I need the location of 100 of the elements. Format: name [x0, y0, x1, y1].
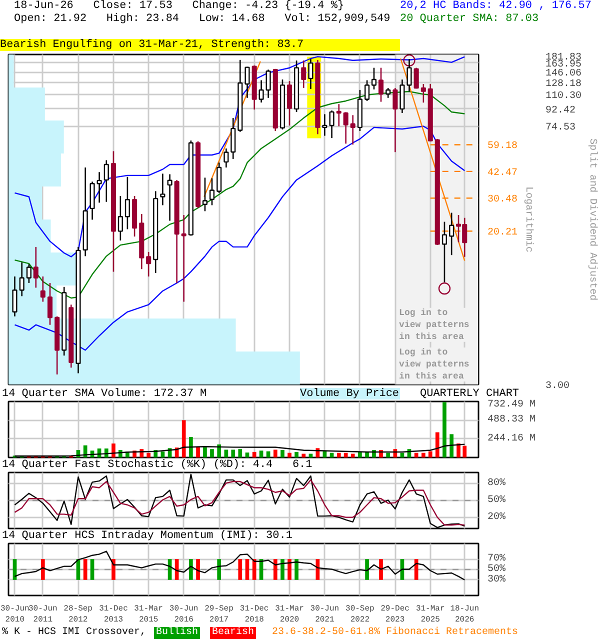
candlestick	[371, 67, 377, 90]
bar	[336, 452, 341, 458]
candlestick	[414, 67, 419, 90]
bar	[217, 444, 222, 458]
text: Bearish Engulfing on 31-Mar-21, Strength: 83.7	[0, 39, 400, 51]
y-tick-label: 244.16 M	[488, 433, 536, 444]
y-tick-label: 70%	[488, 554, 506, 565]
candlestick	[118, 195, 123, 242]
x-tick-label: 31-Mar 2025	[416, 604, 445, 624]
bar	[358, 452, 362, 458]
candlestick	[216, 162, 222, 194]
y-tick-label: 50%	[488, 495, 506, 506]
candlestick	[104, 160, 109, 202]
x-tick-label: 18-Jun 2026	[450, 604, 480, 624]
candlestick	[329, 110, 334, 139]
x-tick-label: 30-Jun 2021	[310, 604, 340, 624]
y-tick-label: 110.30	[546, 91, 582, 102]
bar	[224, 450, 228, 458]
text: 20 Quarter SMA: 87.03	[400, 13, 539, 25]
candlestick	[343, 112, 348, 144]
bar	[302, 454, 306, 458]
candlestick	[301, 60, 306, 89]
candlestick	[449, 212, 454, 256]
chart-title: 14 Quarter HCS Intraday Momentum (IMI): 30.1	[2, 530, 292, 542]
bar	[450, 434, 454, 458]
chart-title: 14 Quarter SMA Volume: 172.37 M	[2, 388, 207, 400]
bar	[428, 451, 432, 458]
bar	[421, 452, 426, 458]
candlestick	[364, 80, 370, 102]
text: Logarithmic	[522, 186, 535, 253]
text: Bearish	[210, 627, 256, 639]
bar	[231, 450, 236, 458]
candlestick	[350, 114, 356, 146]
candlestick	[181, 214, 186, 302]
candlestick	[442, 221, 448, 283]
bar	[238, 449, 242, 458]
x-tick-label: 30-Jun 2011	[28, 604, 58, 624]
bar	[189, 437, 193, 458]
bar	[112, 444, 116, 458]
candlestick	[167, 174, 172, 222]
y-tick-label: 50%	[488, 564, 506, 575]
ref-line-label: 42.47	[488, 168, 518, 179]
bar	[350, 454, 355, 458]
candlestick	[26, 264, 32, 284]
candlestick	[420, 83, 426, 104]
y-tick-label: 92.42	[546, 105, 576, 116]
x-tick-label: 29-Dec 2023	[380, 604, 410, 624]
candlestick	[244, 66, 250, 99]
candlestick	[400, 78, 405, 114]
x-tick-label: 31-Dec 2018	[240, 604, 269, 624]
y-tick-label: 20%	[488, 512, 506, 523]
ref-line-label: 30.48	[488, 194, 518, 206]
bar	[442, 402, 446, 458]
bar	[294, 452, 298, 458]
text: Bullish	[154, 627, 200, 639]
chart-subtitle: Open: 21.92 High: 23.84 Low: 14.68 Vol: 152,909,549	[14, 13, 390, 25]
bar	[196, 447, 200, 458]
bar	[280, 450, 284, 458]
candlestick	[230, 117, 236, 160]
line-series	[14, 550, 466, 580]
candlestick	[224, 148, 229, 168]
candlestick	[378, 67, 384, 102]
y-tick-label: 732.49 M	[488, 400, 536, 410]
candlestick	[40, 276, 46, 302]
text: 20,2 HC Bands: 42.90 , 176.57	[400, 0, 592, 12]
annotation: Log in to view patterns in this area	[399, 308, 470, 342]
candlestick	[124, 176, 130, 230]
candlestick	[392, 87, 398, 153]
bar	[456, 444, 460, 458]
bar	[203, 447, 207, 458]
x-tick-label: 31-Mar 2020	[275, 604, 304, 624]
candlestick	[308, 58, 314, 90]
bar	[288, 452, 292, 458]
y-tick-label: 128.18	[546, 79, 582, 90]
band-label: Log in to view patterns in this area	[399, 348, 470, 382]
candlestick	[322, 114, 328, 136]
bar	[252, 452, 256, 458]
x-tick-label: 30-Jun 2010	[0, 604, 30, 624]
ref-line-label: 20.21	[488, 228, 518, 239]
chart-title: 14 Quarter Fast Stochastic (%K) (%D): 4.4 6.1	[2, 459, 312, 471]
candlestick	[202, 177, 208, 212]
y-tick-label: 3.00	[546, 381, 570, 392]
bar	[435, 432, 440, 458]
bar	[245, 452, 250, 458]
bar	[146, 452, 151, 458]
y-axis-title: Split and Dividend Adjusted	[586, 138, 599, 301]
candlestick	[160, 173, 166, 206]
candlestick	[386, 87, 391, 99]
x-tick-label: 31-Mar 2015	[134, 604, 164, 624]
chart-title: 18-Jun-26 Close: 17.53 Change: -4.23 {-19.4 %}	[14, 0, 344, 12]
bar	[210, 449, 214, 458]
candlestick	[336, 103, 342, 127]
candlestick	[146, 251, 152, 278]
bar	[462, 446, 467, 458]
candlestick	[266, 69, 271, 99]
text: 23.6-38.2-50-61.8% Fibonacci Retracements	[272, 627, 518, 639]
y-tick-label: 80%	[488, 478, 506, 490]
series-label: Volume By Price	[300, 388, 400, 400]
y-tick-label: 74.53	[546, 122, 576, 134]
bar	[259, 450, 264, 458]
